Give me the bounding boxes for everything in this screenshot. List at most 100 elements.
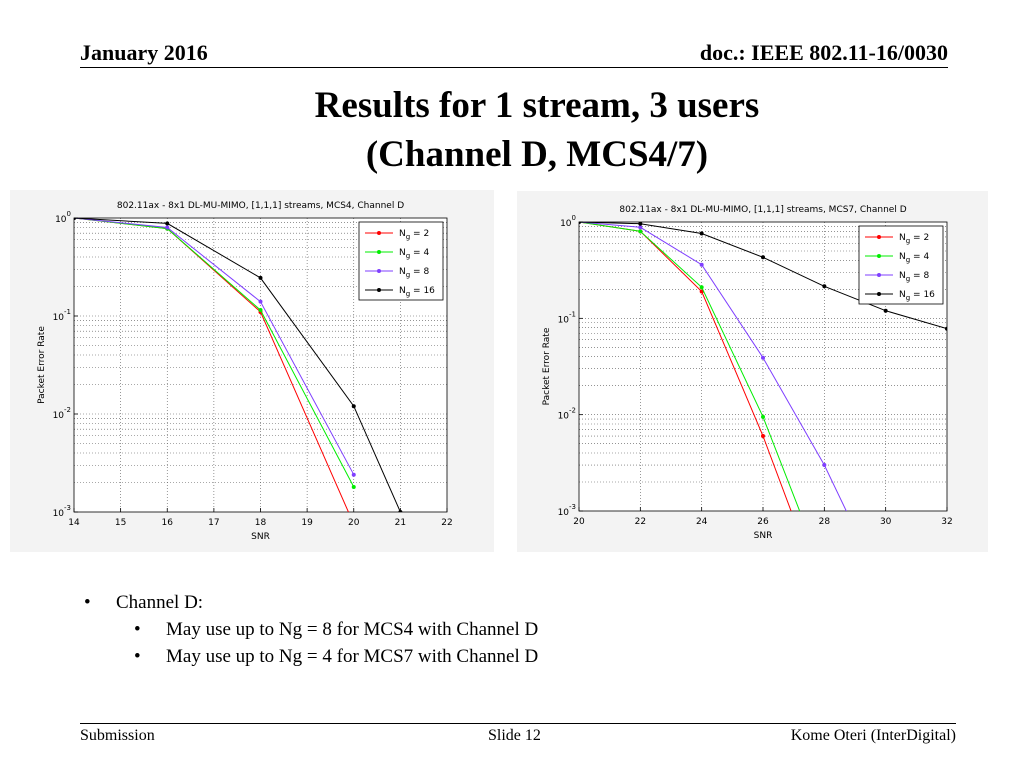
legend-marker [377, 231, 381, 235]
chart-mcs4: 14 15 16 17 18 19 20 21 22 100 10-1 10-2 10-3 802.11a… [10, 190, 494, 552]
series-group [579, 222, 947, 511]
data-point [398, 510, 403, 512]
bullet-text: Channel D: [116, 592, 204, 613]
x-tick-label: 17 [208, 518, 219, 528]
sub-bullet-text: May use up to Ng = 8 for MCS4 with Chann… [166, 619, 539, 640]
x-tick-label: 14 [68, 518, 80, 528]
chart-mcs7: 20 22 24 26 28 30 32 100 10-1 10-2 10-3 802.11ax - … [517, 191, 988, 552]
data-point [822, 284, 827, 289]
x-tick-label: 20 [348, 518, 360, 528]
data-point [579, 222, 581, 224]
y-tick-label: 10-2 [558, 407, 576, 422]
x-tick-label: 26 [757, 517, 769, 527]
data-point [761, 355, 765, 360]
bullet-dot-icon: • [84, 592, 91, 613]
legend-label: Ng = 2 [899, 233, 929, 245]
bullet-list: • Channel D: • May use up to Ng = 8 for … [84, 592, 538, 673]
x-axis-label: SNR [754, 531, 773, 541]
header-divider [80, 67, 948, 68]
legend-marker [377, 288, 381, 292]
data-point [699, 262, 704, 267]
legend-label: Ng = 8 [399, 267, 429, 279]
slide-title-line-1: Results for 1 stream, 3 users [314, 85, 760, 126]
legend-label: Ng = 16 [899, 290, 935, 302]
chart-title: 802.11ax - 8x1 DL-MU-MIMO, [1,1,1] strea… [117, 201, 404, 211]
data-point [761, 414, 765, 419]
x-tick-label: 18 [255, 518, 267, 528]
data-point [699, 285, 704, 290]
bullet-dot-icon: • [134, 646, 141, 667]
x-tick-label: 30 [880, 517, 892, 527]
data-point [638, 225, 643, 230]
x-tick-label: 32 [941, 517, 952, 527]
series-line [74, 218, 355, 475]
header-date: January 2016 [80, 40, 208, 65]
legend-marker [877, 292, 881, 296]
series-line [579, 222, 847, 511]
chart-title: 802.11ax - 8x1 DL-MU-MIMO, [1,1,1] strea… [619, 205, 906, 215]
bullet-dot-icon: • [134, 619, 141, 640]
x-tick-label: 16 [162, 518, 174, 528]
data-point [638, 222, 643, 226]
footer-divider [80, 723, 956, 724]
x-tick-label: 20 [573, 517, 585, 527]
data-point [883, 308, 888, 313]
legend-marker [377, 269, 381, 273]
y-tick-label: 10-3 [53, 504, 71, 519]
series-line [74, 218, 355, 488]
grid [74, 218, 447, 512]
x-tick-label: 22 [635, 517, 646, 527]
data-point [351, 404, 356, 409]
x-tick-label: 15 [115, 518, 126, 528]
x-tick-label: 19 [301, 518, 313, 528]
footer-submission: Submission [80, 727, 155, 744]
data-point [822, 463, 827, 468]
x-axis-label: SNR [251, 532, 270, 542]
data-point [699, 231, 704, 236]
legend-box [858, 225, 944, 305]
x-tick-label: 24 [696, 517, 708, 527]
sub-bullet-text: May use up to Ng = 4 for MCS7 with Chann… [166, 646, 539, 667]
y-tick-label: 10-1 [53, 308, 71, 323]
legend-marker [377, 250, 381, 254]
data-point [74, 218, 76, 220]
header-doc-id: doc.: IEEE 802.11-16/0030 [699, 40, 948, 65]
chart-svg: 14 15 16 17 18 19 20 21 22 100 10-1 10-2 10-3 802.11a… [37, 201, 453, 542]
chart-svg: 20 22 24 26 28 30 32 100 10-1 10-2 10-3 802.11ax - … [542, 205, 953, 541]
data-point [761, 255, 765, 260]
y-axis-label: Packet Error Rate [37, 326, 47, 404]
y-axis-label: Packet Error Rate [542, 327, 552, 405]
x-tick-label: 22 [441, 518, 452, 528]
legend-label: Ng = 2 [399, 229, 429, 241]
y-tick-label: 100 [560, 214, 576, 229]
legend-marker [877, 235, 881, 239]
legend: Ng = 2 Ng = 4 Ng = 8 Ng = 16 [358, 221, 444, 301]
footer-author: Kome Oteri (InterDigital) [790, 727, 956, 744]
legend-label: Ng = 4 [899, 252, 929, 264]
legend-label: Ng = 16 [399, 286, 435, 298]
sub-bullet-item: • May use up to Ng = 4 for MCS7 with Cha… [84, 646, 538, 673]
x-tick-label: 21 [395, 518, 406, 528]
x-tick-label: 28 [819, 517, 831, 527]
y-tick-label: 10-3 [558, 503, 576, 518]
data-point [165, 221, 170, 226]
legend-marker [877, 273, 881, 277]
slide-title-line-2: (Channel D, MCS4/7) [365, 134, 709, 175]
data-point [258, 299, 263, 304]
series-group [74, 218, 403, 512]
data-point [351, 472, 356, 477]
legend-box [358, 221, 444, 301]
data-point [258, 275, 263, 280]
legend-label: Ng = 4 [399, 248, 429, 260]
legend: Ng = 2 Ng = 4 Ng = 8 Ng = 16 [858, 225, 944, 305]
y-tick-label: 100 [55, 210, 71, 225]
sub-bullet-item: • May use up to Ng = 8 for MCS4 with Cha… [84, 619, 538, 646]
y-tick-label: 10-1 [558, 310, 576, 325]
data-point [638, 229, 643, 234]
data-point [351, 484, 356, 489]
data-point [165, 225, 170, 230]
legend-marker [877, 254, 881, 258]
data-point [258, 308, 263, 313]
bullet-item: • Channel D: [84, 592, 538, 619]
data-point [761, 434, 765, 439]
